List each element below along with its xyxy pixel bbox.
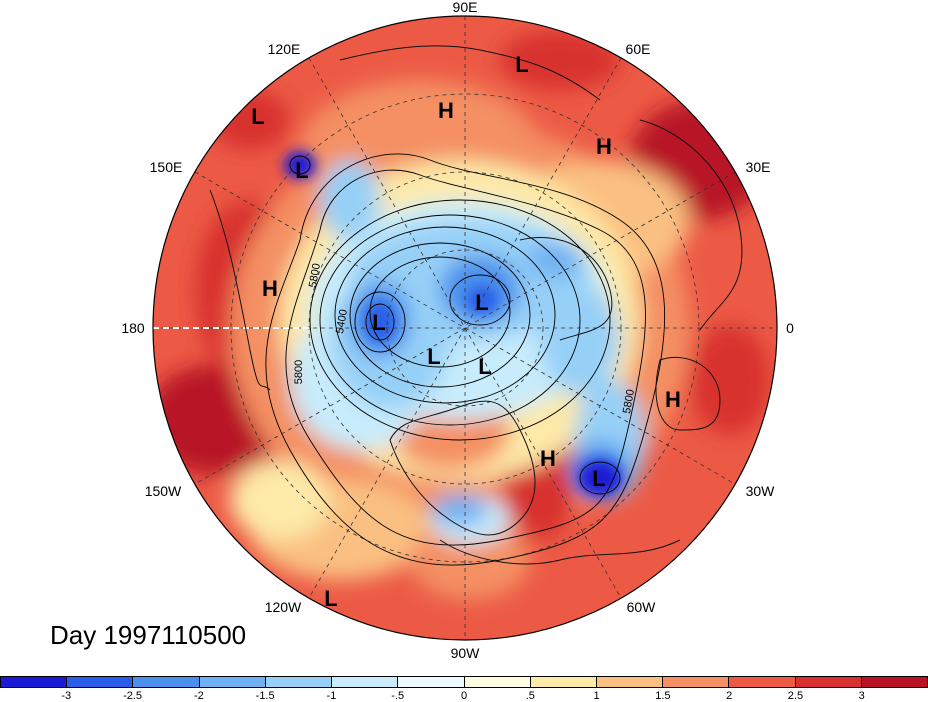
colorbar-tick-label: -.5 [391, 690, 405, 702]
longitude-labels: 90E 60E 30E 0 30W 60W 90W 120W 150W 180 150E 120E [121, 0, 794, 661]
colorbar-swatch [795, 677, 862, 687]
longitude-label-30w: 30W [746, 483, 776, 499]
globe-border [152, 15, 778, 641]
longitude-label-0: 0 [786, 320, 794, 336]
low-pressure-marker: L [372, 310, 385, 335]
pressure-markers: L H L H L H L L L L H H L L [251, 52, 681, 611]
colorbar-tick-labels: -3 -2.5 -2 -1.5 -1 -.5 0 .5 1 1.5 2 2.5 3 [0, 690, 928, 702]
colorbar-tick-label: -1 [326, 690, 337, 702]
contour-value-label: 5800 [293, 360, 305, 384]
low-pressure-marker: L [592, 466, 605, 491]
colorbar-tick-label: 2 [726, 690, 733, 702]
colorbar-tick-label: .5 [525, 690, 535, 702]
colorbar-swatch [133, 677, 200, 687]
longitude-label-90e: 90E [453, 0, 478, 15]
longitude-label-150e: 150E [150, 159, 183, 175]
contour-value-labels: 5800 5400 5800 5800 [293, 262, 637, 414]
low-pressure-marker: L [427, 344, 440, 369]
colorbar-swatch [663, 677, 730, 687]
colorbar-tick-label: -1.5 [255, 690, 275, 702]
colorbar [0, 676, 928, 688]
colorbar-swatch [332, 677, 399, 687]
height-contours [265, 153, 666, 566]
low-pressure-marker: L [475, 290, 488, 315]
high-pressure-marker: H [665, 387, 681, 412]
colorbar-swatch [464, 677, 531, 687]
longitude-label-150w: 150W [145, 483, 182, 499]
longitude-label-120e: 120E [268, 41, 301, 57]
longitude-label-90w: 90W [451, 645, 481, 661]
colorbar-swatch [1, 677, 68, 687]
low-pressure-marker: L [295, 158, 308, 183]
contour-value-label: 5400 [334, 308, 350, 334]
colorbar-tick-label: 3 [858, 690, 865, 702]
low-pressure-marker: L [324, 586, 337, 611]
longitude-label-120w: 120W [265, 599, 302, 615]
colorbar-tick-label: -2 [193, 690, 204, 702]
colorbar-swatch [530, 677, 597, 687]
longitude-label-60w: 60W [627, 599, 657, 615]
colorbar-swatch [861, 677, 928, 687]
colorbar-swatch [67, 677, 134, 687]
longitude-label-180: 180 [121, 320, 145, 336]
colorbar-tick-label: -3 [61, 690, 72, 702]
high-pressure-marker: H [438, 98, 454, 123]
anomaly-field [153, 16, 777, 640]
colorbar-swatch [729, 677, 796, 687]
longitude-label-60e: 60E [626, 41, 651, 57]
colorbar-tick-label: 1 [593, 690, 600, 702]
high-pressure-marker: H [596, 134, 612, 159]
contour-value-label: 5800 [621, 388, 637, 414]
colorbar-tick-label: -2.5 [123, 690, 143, 702]
low-pressure-marker: L [251, 104, 264, 129]
low-pressure-marker: L [478, 354, 491, 379]
date-label: Day 1997110500 [50, 620, 247, 650]
colorbar-swatch [199, 677, 266, 687]
coastlines [209, 45, 743, 565]
colorbar-swatch [398, 677, 465, 687]
high-pressure-marker: H [262, 276, 278, 301]
contour-value-label: 5800 [307, 262, 323, 288]
longitude-label-30e: 30E [746, 159, 771, 175]
colorbar-tick-label: 2.5 [787, 690, 804, 702]
low-pressure-marker: L [515, 52, 528, 77]
colorbar-swatch [596, 677, 664, 687]
colorbar-swatch [265, 677, 333, 687]
colorbar-tick-label: 0 [460, 690, 468, 702]
high-pressure-marker: H [540, 446, 556, 471]
colorbar-tick-label: 1.5 [655, 690, 671, 702]
